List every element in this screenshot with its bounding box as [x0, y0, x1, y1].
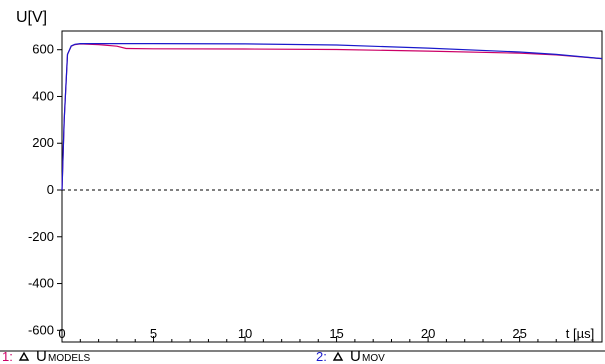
x-axis-ticks: 0 5 10 15 20 25 — [58, 326, 594, 342]
x-tick-label: 5 — [150, 326, 157, 341]
legend-number-1: 1: — [2, 349, 13, 364]
x-tick-label: 20 — [421, 326, 435, 341]
x-axis-title: t [µs] — [566, 326, 594, 341]
x-tick-label: 10 — [238, 326, 252, 341]
y-tick-label: 400 — [32, 88, 54, 103]
legend-subscript-2: MOV — [362, 353, 385, 364]
series-lines — [61, 42, 603, 191]
series-line-2 — [61, 42, 603, 191]
y-tick-label: 600 — [32, 42, 54, 57]
x-tick-label: 25 — [512, 326, 526, 341]
delta-icon — [18, 351, 30, 361]
y-tick-label: 200 — [32, 135, 54, 150]
delta-icon — [332, 351, 344, 361]
legend: 1: U MODELS 2: U MOV — [2, 348, 385, 364]
legend-label-1: U — [36, 348, 47, 364]
y-tick-label: 0 — [47, 182, 54, 197]
y-tick-label: -200 — [28, 229, 54, 244]
legend-subscript-1: MODELS — [48, 353, 91, 364]
legend-label-2: U — [350, 348, 361, 364]
legend-number-2: 2: — [316, 349, 327, 364]
y-tick-label: -400 — [28, 276, 54, 291]
x-tick-label: 0 — [58, 326, 65, 341]
y-tick-label: -600 — [28, 322, 54, 337]
plot-area — [61, 30, 603, 343]
y-axis-ticks: 600 400 200 0 -200 -400 -600 — [28, 42, 62, 337]
y-axis-title: U[V] — [16, 9, 47, 26]
x-tick-label: 15 — [329, 326, 343, 341]
